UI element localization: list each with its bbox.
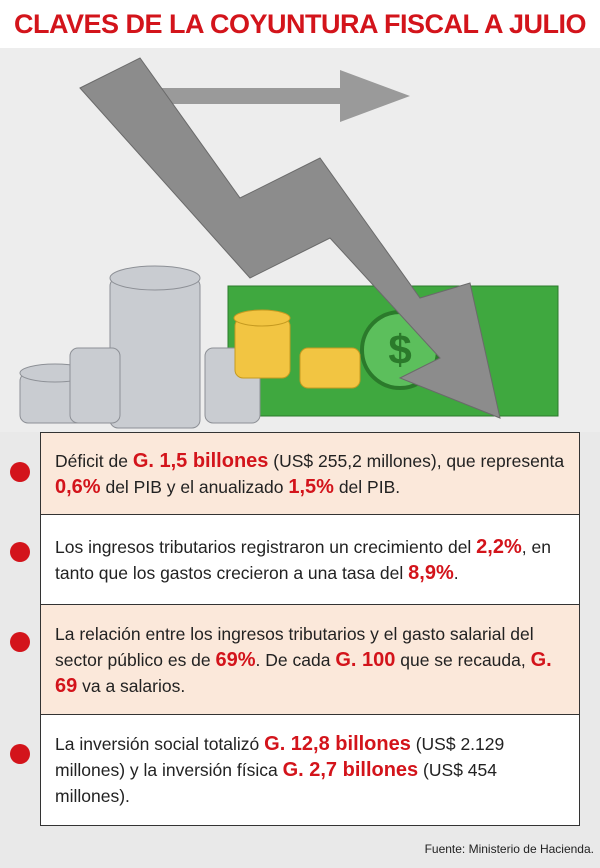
highlight: G. 2,7 billones xyxy=(282,759,419,781)
highlight: 2,2% xyxy=(476,536,522,558)
highlight: G. 1,5 billones xyxy=(132,450,269,472)
text-run: La inversión social totalizó xyxy=(55,734,265,754)
text-run: (US$ 255,2 millones), que representa xyxy=(268,451,565,471)
highlight: G. 12,8 billones xyxy=(264,733,411,755)
highlight: 0,6% xyxy=(55,476,101,498)
item-box: Los ingresos tributarios registraron un … xyxy=(40,514,580,606)
item-box: Déficit de G. 1,5 billones (US$ 255,2 mi… xyxy=(40,432,580,516)
item-text: La relación entre los ingresos tributari… xyxy=(55,621,565,699)
highlight: 1,5% xyxy=(288,476,334,498)
illustration: $ xyxy=(0,48,600,432)
bullet xyxy=(10,462,30,482)
bullet xyxy=(10,632,30,652)
text-run: La relación entre los ingresos tributari… xyxy=(55,624,534,670)
text-run: . De cada xyxy=(255,650,336,670)
text-run: va a salarios. xyxy=(77,676,186,696)
coins xyxy=(19,265,261,429)
item-box: La inversión social totalizó G. 12,8 bil… xyxy=(40,714,580,826)
bullet xyxy=(10,744,30,764)
text-run: del PIB y el anualizado xyxy=(100,477,289,497)
item-box: La relación entre los ingresos tributari… xyxy=(40,604,580,716)
arrow-right xyxy=(120,70,410,122)
text-run: (US$ 454 millones). xyxy=(55,760,497,806)
text-run: (US$ 2.129 millones) y la inversión físi… xyxy=(55,734,505,780)
dollar-sign: $ xyxy=(388,326,411,373)
highlight: 8,9% xyxy=(408,562,454,584)
text-run: , en tanto que los gastos crecieron a un… xyxy=(55,537,551,583)
text-run: que se recauda, xyxy=(395,650,531,670)
text-run: . xyxy=(453,563,459,583)
text-run: Los ingresos tributarios registraron un … xyxy=(55,537,477,557)
text-run: Déficit de xyxy=(55,451,133,471)
text-run: del PIB. xyxy=(333,477,401,497)
item-text: Déficit de G. 1,5 billones (US$ 255,2 mi… xyxy=(55,448,565,500)
highlight: 69% xyxy=(215,649,256,671)
arrow-down xyxy=(79,57,501,419)
item-text: La inversión social totalizó G. 12,8 bil… xyxy=(55,731,565,809)
source: Fuente: Ministerio de Hacienda. xyxy=(424,842,594,856)
gold-coins xyxy=(233,309,361,389)
highlight: G. 69 xyxy=(55,649,552,697)
bullet xyxy=(10,542,30,562)
item-text: Los ingresos tributarios registraron un … xyxy=(55,534,565,586)
title: CLAVES DE LA COYUNTURA FISCAL A JULIO xyxy=(0,0,600,48)
highlight: G. 100 xyxy=(335,649,396,671)
